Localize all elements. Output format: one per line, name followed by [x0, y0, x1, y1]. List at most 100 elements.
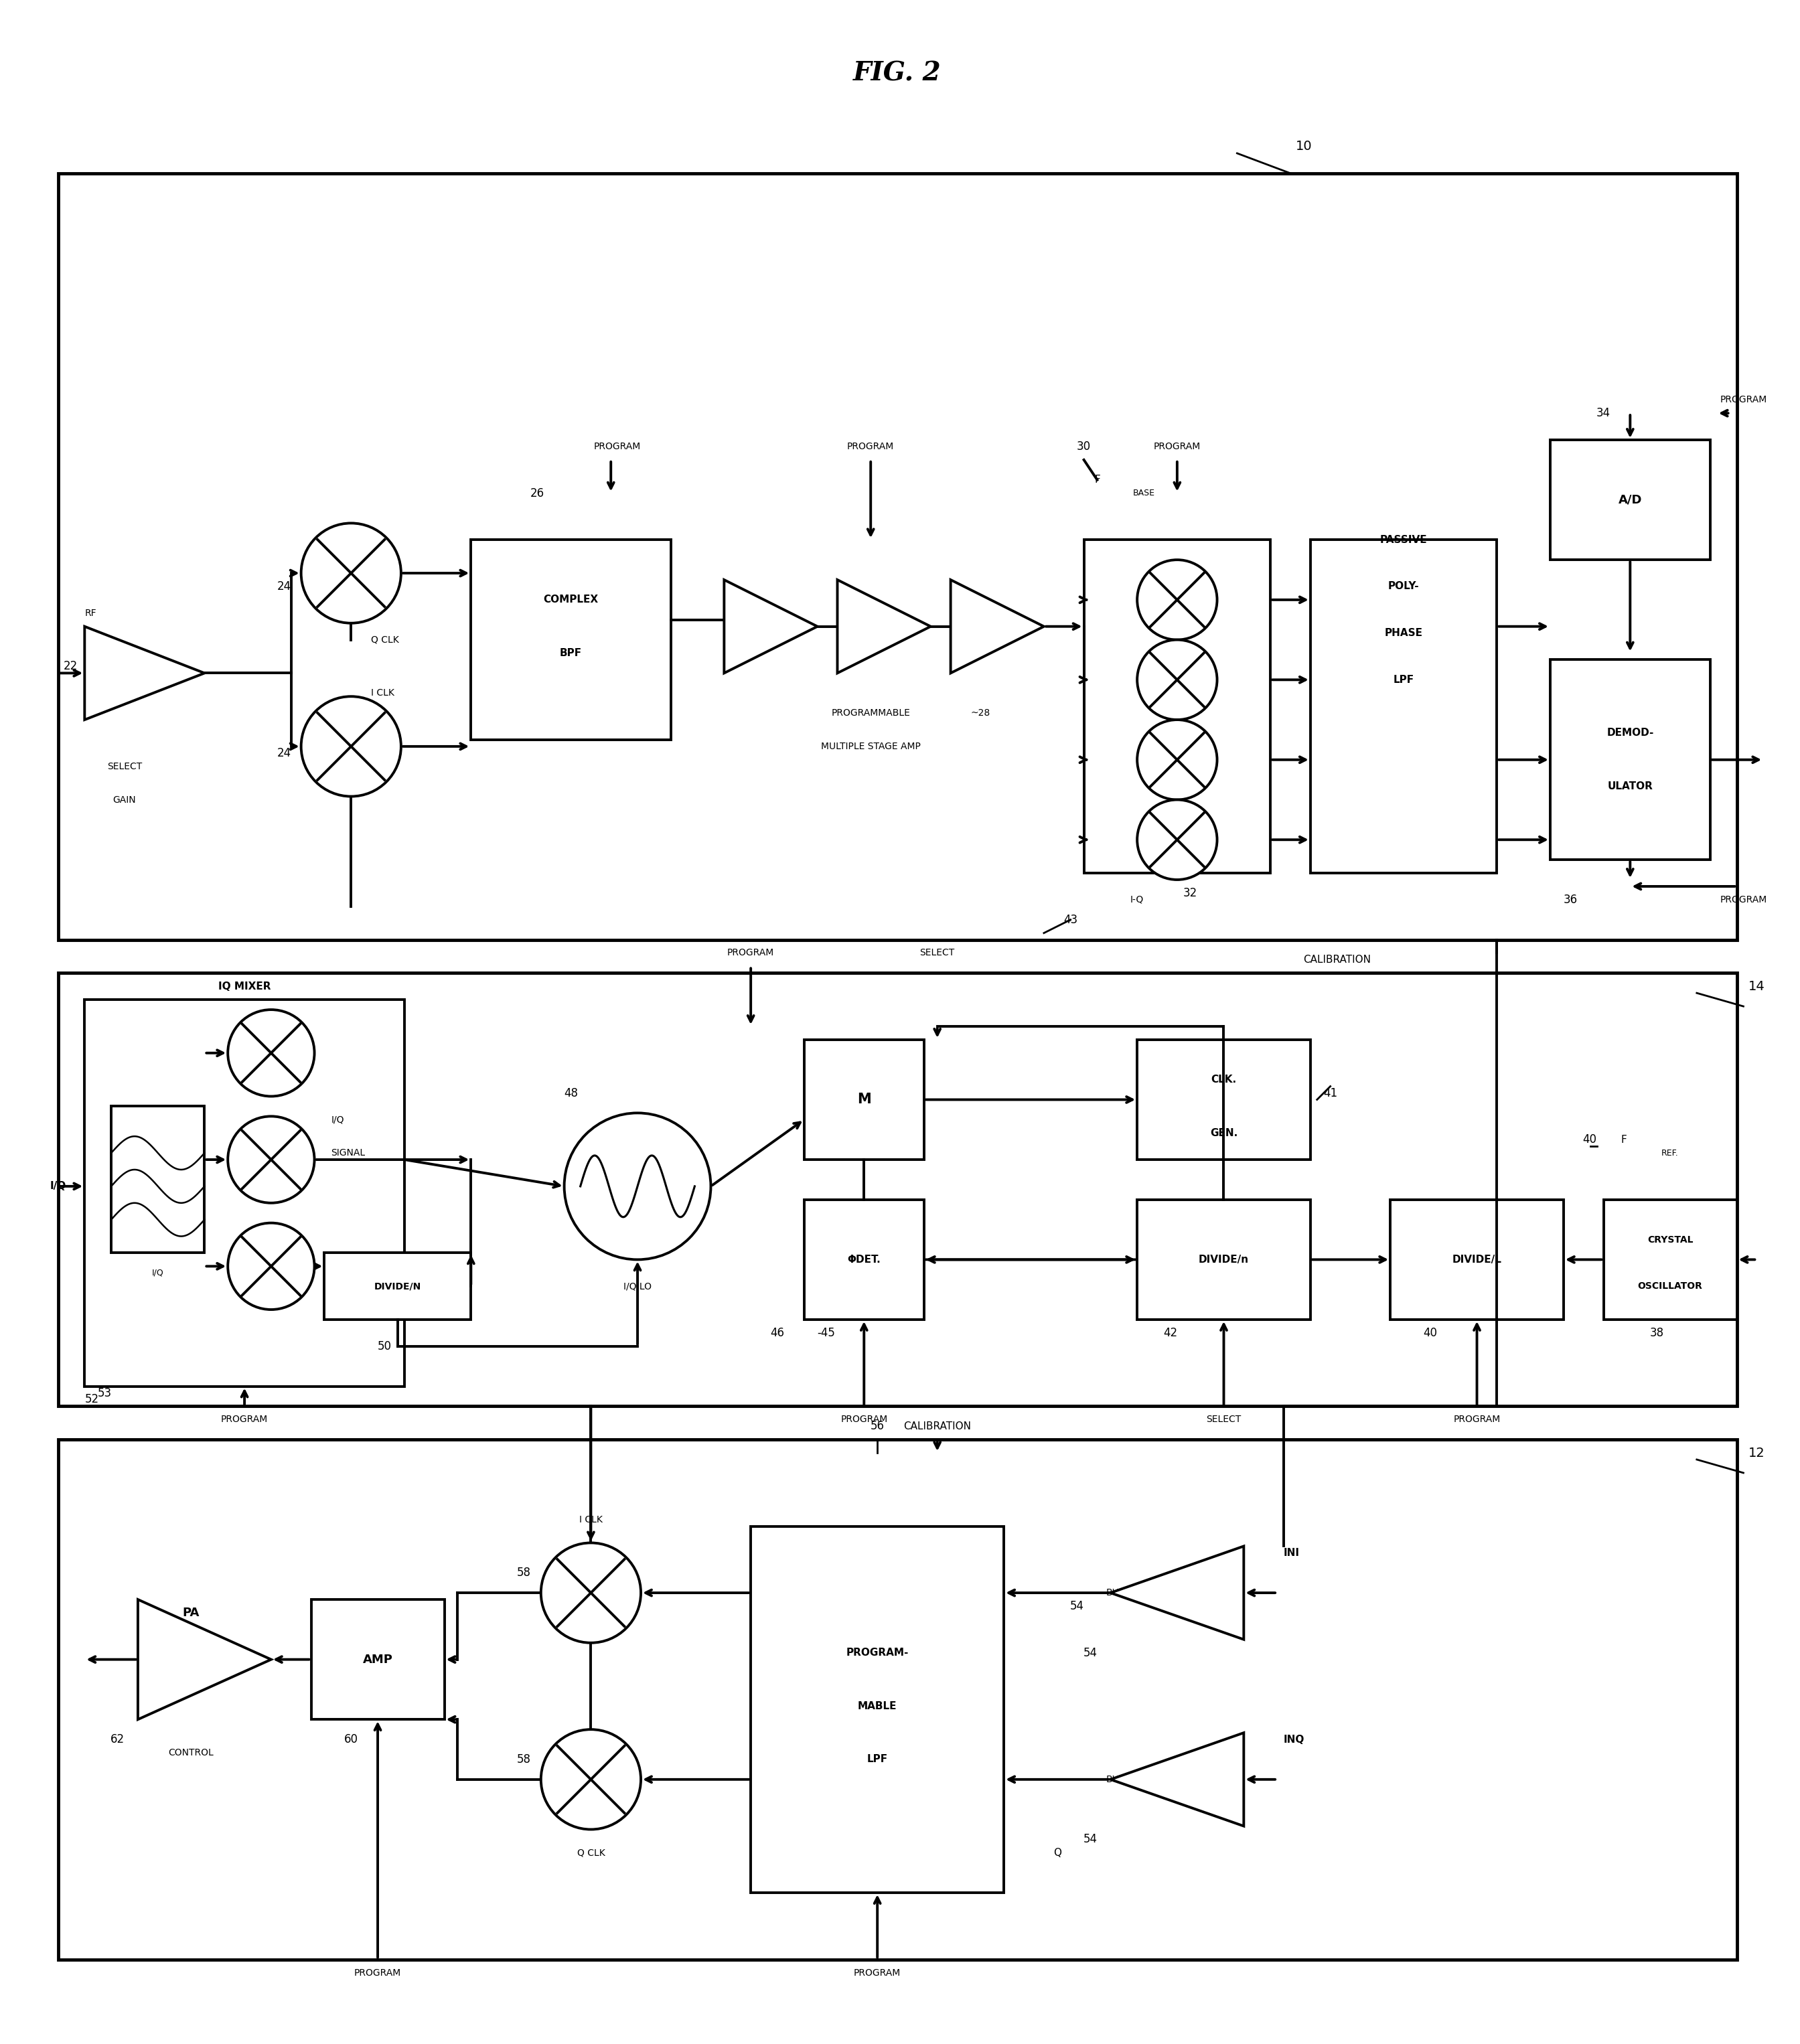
Text: 40: 40: [1582, 1134, 1597, 1145]
Text: AMP: AMP: [362, 1654, 392, 1666]
Text: COMPLEX: COMPLEX: [544, 595, 598, 605]
Circle shape: [542, 1543, 641, 1643]
Bar: [1138, 1040, 1310, 1159]
Text: I/Q: I/Q: [151, 1269, 164, 1278]
Bar: [58, 973, 1737, 1406]
Text: ULATOR: ULATOR: [1607, 781, 1652, 791]
Text: I/Q LO: I/Q LO: [623, 1282, 652, 1292]
Text: CRYSTAL: CRYSTAL: [1647, 1235, 1694, 1245]
Circle shape: [301, 697, 401, 797]
Circle shape: [229, 1010, 315, 1096]
Text: I/Q: I/Q: [331, 1114, 344, 1124]
Polygon shape: [1111, 1733, 1244, 1825]
Bar: [1390, 1200, 1564, 1320]
Text: 62: 62: [110, 1733, 124, 1746]
Circle shape: [542, 1729, 641, 1829]
Text: IQ MIXER: IQ MIXER: [218, 981, 270, 991]
Text: I CLK: I CLK: [371, 689, 394, 697]
Bar: [112, 1106, 205, 1253]
Text: CONTROL: CONTROL: [169, 1748, 214, 1758]
Bar: [85, 1000, 405, 1386]
Text: INI: INI: [1283, 1547, 1300, 1558]
Text: 54: 54: [1084, 1833, 1098, 1846]
Text: DIVIDE/N: DIVIDE/N: [374, 1282, 421, 1292]
Text: 34: 34: [1597, 407, 1611, 419]
Text: PROGRAM: PROGRAM: [221, 1414, 268, 1425]
Text: 40: 40: [1424, 1327, 1438, 1339]
Text: INQ: INQ: [1283, 1735, 1305, 1744]
Text: GAIN: GAIN: [113, 795, 137, 805]
Bar: [472, 540, 671, 740]
Text: BASE: BASE: [1132, 489, 1156, 497]
Text: 54: 54: [1084, 1647, 1098, 1660]
Text: BUFFER: BUFFER: [1105, 1774, 1141, 1784]
Text: PROGRAM: PROGRAM: [841, 1414, 887, 1425]
Text: DIVIDE/n: DIVIDE/n: [1199, 1255, 1249, 1265]
Text: PROGRAM: PROGRAM: [355, 1968, 401, 1977]
Text: PHASE: PHASE: [1384, 628, 1422, 638]
Text: MABLE: MABLE: [859, 1701, 896, 1711]
Text: SELECT: SELECT: [1206, 1414, 1242, 1425]
Text: PROGRAM: PROGRAM: [1719, 895, 1768, 903]
Circle shape: [1138, 560, 1217, 640]
Bar: [1310, 540, 1498, 873]
Text: 50: 50: [378, 1341, 391, 1353]
Polygon shape: [950, 580, 1044, 672]
Text: 43: 43: [1064, 914, 1078, 926]
Text: I/Q: I/Q: [50, 1181, 67, 1192]
Text: PROGRAM: PROGRAM: [1154, 442, 1201, 452]
Text: I CLK: I CLK: [580, 1515, 603, 1525]
Bar: [1138, 1200, 1310, 1320]
Bar: [751, 1527, 1004, 1893]
Bar: [58, 1439, 1737, 1960]
Text: 10: 10: [1296, 141, 1312, 153]
Text: 14: 14: [1748, 979, 1766, 993]
Text: 52: 52: [85, 1394, 99, 1406]
Polygon shape: [837, 580, 931, 672]
Text: 41: 41: [1323, 1087, 1337, 1100]
Text: FIG. 2: FIG. 2: [853, 61, 941, 86]
Text: 46: 46: [770, 1327, 785, 1339]
Text: 26: 26: [531, 486, 545, 499]
Text: PROGRAM: PROGRAM: [727, 948, 774, 959]
Text: A/D: A/D: [1618, 495, 1642, 505]
Text: CLK.: CLK.: [1211, 1075, 1237, 1085]
Bar: [805, 1200, 923, 1320]
Circle shape: [229, 1222, 315, 1310]
Bar: [58, 174, 1737, 940]
Text: REF.: REF.: [1661, 1149, 1679, 1157]
Bar: [324, 1253, 472, 1320]
Text: 58: 58: [517, 1754, 531, 1766]
Text: PROGRAM: PROGRAM: [1453, 1414, 1501, 1425]
Text: PROGRAM: PROGRAM: [853, 1968, 900, 1977]
Polygon shape: [85, 625, 205, 719]
Text: DIVIDE/L: DIVIDE/L: [1453, 1255, 1501, 1265]
Text: PROGRAM-: PROGRAM-: [846, 1647, 909, 1658]
Text: 42: 42: [1163, 1327, 1177, 1339]
Text: OSCILLATOR: OSCILLATOR: [1638, 1282, 1703, 1292]
Circle shape: [229, 1116, 315, 1204]
Bar: [1550, 439, 1710, 560]
Text: F: F: [1094, 474, 1100, 484]
Text: Q CLK: Q CLK: [578, 1848, 605, 1858]
Text: PROGRAM: PROGRAM: [848, 442, 895, 452]
Text: 30: 30: [1076, 442, 1091, 452]
Bar: [1604, 1200, 1737, 1320]
Text: MULTIPLE STAGE AMP: MULTIPLE STAGE AMP: [821, 742, 920, 750]
Text: BPF: BPF: [560, 648, 581, 658]
Text: LPF: LPF: [868, 1754, 887, 1764]
Text: 48: 48: [563, 1087, 578, 1100]
Text: BUFFER: BUFFER: [1105, 1588, 1141, 1598]
Bar: [311, 1600, 445, 1719]
Text: Q: Q: [1053, 1848, 1062, 1858]
Polygon shape: [1111, 1545, 1244, 1639]
Text: 22: 22: [63, 660, 77, 672]
Text: LPF: LPF: [1393, 675, 1415, 685]
Text: 53: 53: [97, 1388, 112, 1400]
Text: PROGRAM: PROGRAM: [1719, 394, 1768, 405]
Circle shape: [1138, 799, 1217, 879]
Text: CALIBRATION: CALIBRATION: [904, 1421, 972, 1431]
Text: I-Q: I-Q: [1130, 895, 1145, 903]
Text: 12: 12: [1748, 1447, 1766, 1459]
Text: SIGNAL: SIGNAL: [331, 1149, 365, 1157]
